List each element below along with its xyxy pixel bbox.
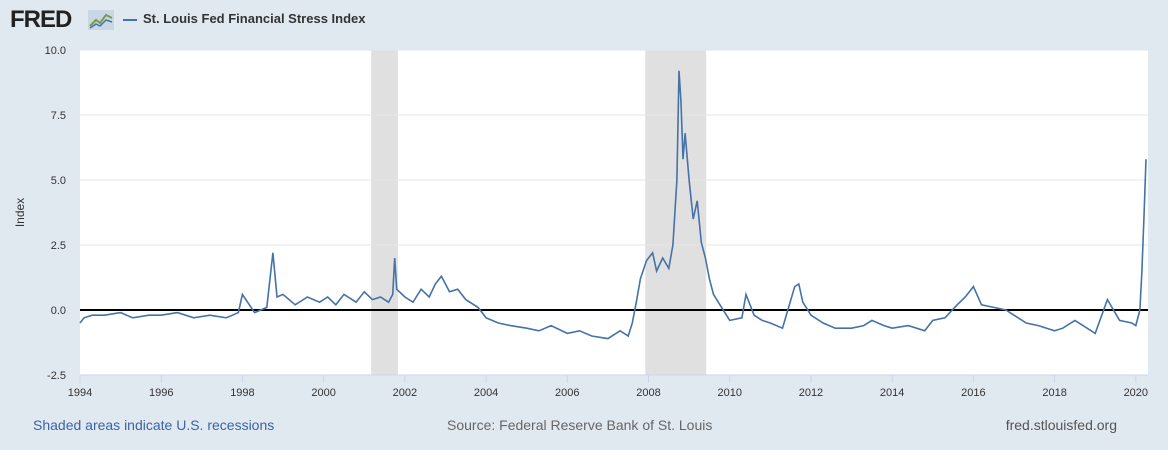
x-tick-label: 2008 xyxy=(636,387,660,399)
x-tick-label: 1996 xyxy=(149,387,173,399)
y-tick-label: 7.5 xyxy=(51,110,66,122)
x-tick-label: 2006 xyxy=(555,387,579,399)
recession-band-1 xyxy=(645,50,707,375)
recession-bands xyxy=(371,50,707,375)
x-axis-ticks: 1994 1996 1998 2000 2002 2004 2006 2008 2010 2012… xyxy=(68,375,1148,399)
x-tick-label: 2002 xyxy=(393,387,417,399)
fred-logo[interactable]: FRED xyxy=(10,6,72,33)
x-tick-label: 2000 xyxy=(311,387,335,399)
x-tick-label: 2020 xyxy=(1124,387,1148,399)
x-tick-label: 2012 xyxy=(799,387,823,399)
x-tick-label: 2016 xyxy=(961,387,985,399)
x-tick-label: 1998 xyxy=(230,387,254,399)
site-link[interactable]: fred.stlouisfed.org xyxy=(1005,417,1117,433)
plot-area xyxy=(80,50,1148,375)
stress-index-chart: -2.5 0.0 2.5 5.0 7.5 10.0 1994 1996 1998 2000 200… xyxy=(13,45,1148,399)
recession-note-link[interactable]: Shaded areas indicate U.S. recessions xyxy=(33,417,275,433)
x-tick-label: 2018 xyxy=(1042,387,1066,399)
y-tick-label: 0.0 xyxy=(51,305,66,317)
legend-series-swatch xyxy=(123,19,137,21)
y-tick-label: 2.5 xyxy=(51,240,66,252)
series-line[interactable] xyxy=(79,70,1147,340)
legend-series-label[interactable]: St. Louis Fed Financial Stress Index xyxy=(143,11,366,26)
x-tick-label: 2010 xyxy=(717,387,741,399)
header: FRED St. Louis Fed Financial Stress Inde… xyxy=(0,0,1168,40)
y-tick-label: 10.0 xyxy=(45,45,66,57)
y-tick-label: -2.5 xyxy=(47,370,66,382)
y-axis-ticks: -2.5 0.0 2.5 5.0 7.5 10.0 xyxy=(45,45,66,382)
source-text: Source: Federal Reserve Bank of St. Loui… xyxy=(447,417,713,433)
x-tick-label: 2014 xyxy=(880,387,904,399)
x-tick-label: 2004 xyxy=(474,387,498,399)
x-tick-label: 1994 xyxy=(68,387,92,399)
y-tick-label: 5.0 xyxy=(51,175,66,187)
recession-band-0 xyxy=(371,50,398,375)
y-axis-label: Index xyxy=(13,198,27,227)
line-chart-icon xyxy=(88,10,114,30)
